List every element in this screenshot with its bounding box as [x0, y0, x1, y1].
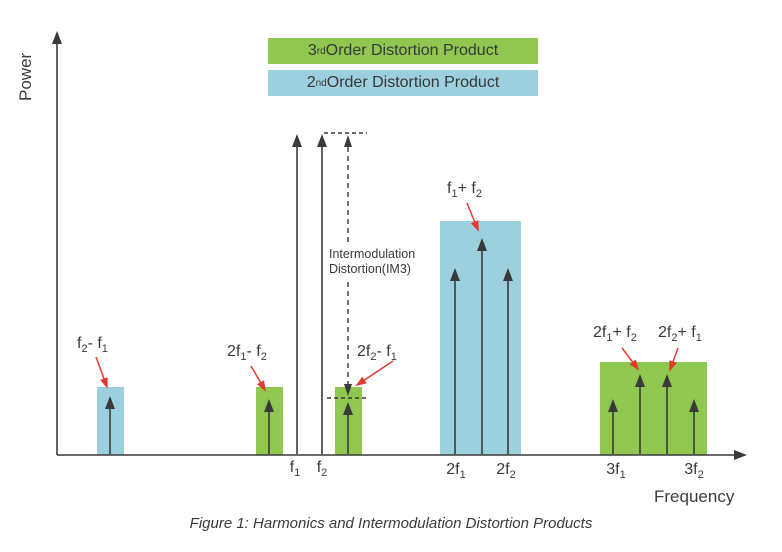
figure-caption: Figure 1: Harmonics and Intermodulation …	[189, 515, 593, 532]
y-axis-title: Power	[16, 52, 35, 101]
im3-annotation: Intermodulation Distortion(IM3)	[327, 246, 418, 278]
bar-2f1-f1plusf2-2f2-2nd-order	[440, 221, 521, 455]
x-tick-2f2: 2f2	[496, 461, 516, 482]
pointer-arrow-2f2-minus-f1	[355, 360, 394, 387]
pointer-arrow-2f1-plus-f2	[621, 347, 640, 371]
pointer-arrow-f2-minus-f1	[95, 356, 108, 389]
im3-down-arrowhead-icon	[344, 384, 352, 396]
peak-label-f2-minus-f1: f2- f1	[77, 335, 108, 356]
pointer-arrow-f1-plus-f2	[466, 202, 479, 232]
peak-label-2f1-minus-f2: 2f1- f2	[227, 343, 267, 364]
peak-label-2f2-plus-f1: 2f2+ f1	[658, 324, 702, 345]
bar-3f1-to-3f2-3rd-order	[600, 362, 707, 455]
im3-annotation-line2: Distortion(IM3)	[329, 261, 411, 276]
x-tick-f2: f2	[316, 459, 328, 480]
x-axis-title: Frequency	[654, 487, 735, 506]
x-tick-f1: f1	[289, 459, 301, 480]
im3-up-arrowhead-icon	[344, 135, 352, 147]
x-tick-3f1: 3f1	[606, 461, 626, 482]
im3-annotation-line1: Intermodulation	[329, 247, 416, 261]
peak-label-2f1-plus-f2: 2f1+ f2	[593, 324, 637, 345]
peak-label-2f2-minus-f1: 2f2- f1	[357, 343, 397, 364]
x-tick-3f2: 3f2	[684, 461, 704, 482]
spectral-arrows	[105, 134, 699, 454]
label-pointer-arrows	[95, 202, 679, 392]
pointer-arrow-2f2-plus-f1	[669, 347, 679, 372]
pointer-arrow-2f1-minus-f2	[250, 365, 267, 392]
x-tick-2f1: 2f1	[446, 461, 466, 482]
peak-label-f1-plus-f2: f1+ f2	[447, 180, 482, 201]
